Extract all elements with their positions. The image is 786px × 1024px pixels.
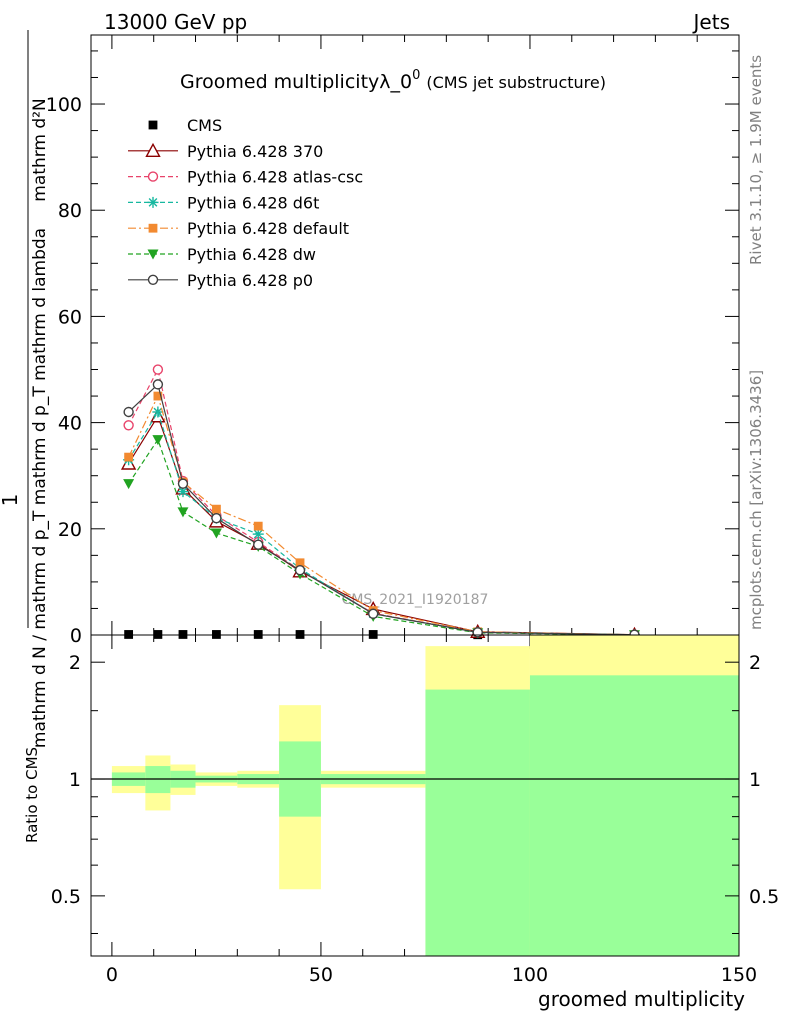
data-point [252, 528, 264, 540]
data-point-stroke [178, 487, 188, 497]
y-tick-label: 80 [58, 200, 82, 222]
data-point [368, 630, 378, 639]
data-point [211, 512, 222, 524]
legend-label: Pythia 6.428 dw [187, 245, 316, 264]
ratio-y-tick-label-right: 2 [749, 652, 761, 674]
legend-label: Pythia 6.428 370 [187, 142, 323, 161]
legend-marker [145, 142, 161, 158]
y-tick-label: 60 [58, 306, 82, 328]
y-axis-label-denominator: mathrm d N / mathrm d p_T mathrm d p_T m… [30, 228, 50, 748]
ratio-y-tick-label-right: 1 [749, 769, 761, 791]
legend-marker [147, 196, 159, 208]
x-tick-label: 50 [309, 964, 333, 986]
data-point [153, 630, 163, 639]
ratio-y-axis-label: Ratio to CMS [23, 747, 41, 843]
legend-label: CMS [187, 116, 222, 135]
mcplots-label: mcplots.cern.ch [arXiv:1306.3436] [747, 370, 765, 630]
data-point [123, 420, 134, 431]
legend-label: Pythia 6.428 d6t [187, 193, 319, 212]
inner-band [425, 689, 530, 956]
rivet-version-label: Rivet 3.1.10, ≥ 1.9M events [747, 55, 765, 265]
ratio-y-tick-label: 1 [69, 769, 81, 791]
ratio-y-tick-label: 2 [69, 652, 81, 674]
y-axis-label: 1 mathrm d N / mathrm d p_T mathrm d p_T … [0, 30, 50, 748]
x-tick-label: 150 [721, 964, 757, 986]
inner-band [529, 675, 739, 956]
y-axis-label-prefix: 1 [0, 494, 22, 507]
watermark-label: CMS_2021_I1920187 [342, 592, 489, 608]
chart-title-text: Groomed multiplicityλ_0 [180, 71, 412, 93]
data-point [253, 521, 263, 531]
chart-title: Groomed multiplicityλ_00 (CMS jet substru… [180, 68, 606, 93]
y-axis-label-numerator: mathrm d²N [30, 98, 50, 201]
chart-title-sup: 0 [412, 68, 420, 83]
header-category-label: Jets [692, 10, 730, 34]
legend-marker [148, 223, 158, 233]
data-point [295, 630, 305, 639]
legend-label: Pythia 6.428 default [187, 219, 349, 238]
data-point [210, 528, 222, 539]
legend-marker [147, 274, 159, 285]
ratio-frame [90, 634, 740, 957]
data-point [367, 608, 379, 619]
data-point [152, 435, 164, 446]
legend-marker [147, 171, 159, 182]
legend-label: Pythia 6.428 p0 [187, 271, 313, 290]
data-point [177, 507, 189, 518]
ratio-y-tick-label: 0.5 [51, 886, 81, 908]
data-point [152, 364, 164, 375]
header-energy-label: 13000 GeV pp [104, 10, 247, 34]
x-axis-label: groomed multiplicity [538, 987, 745, 1011]
y-tick-label: 0 [70, 625, 82, 647]
data-point [295, 558, 305, 568]
legend-label: Pythia 6.428 atlas-csc [187, 168, 363, 187]
data-point [152, 406, 164, 418]
data-point-stroke [153, 407, 163, 417]
x-tick-label: 0 [106, 964, 118, 986]
data-point [153, 391, 163, 401]
data-point [123, 406, 134, 418]
legend-marker-stroke [148, 198, 158, 207]
data-point [178, 630, 188, 639]
data-point [253, 539, 264, 550]
ratio-y-tick-label-right: 0.5 [749, 886, 779, 908]
data-point [294, 565, 306, 576]
y-tick-label: 100 [46, 94, 82, 116]
y-tick-label: 40 [58, 413, 82, 435]
data-point [124, 452, 134, 462]
series-5 [123, 435, 640, 641]
data-point [123, 479, 135, 490]
data-point [124, 630, 134, 639]
data-point [212, 630, 221, 639]
data-point [152, 379, 164, 390]
data-point [177, 478, 189, 489]
data-point [212, 504, 221, 514]
data-point [253, 630, 263, 639]
data-point-stroke [253, 529, 263, 539]
legend-marker [148, 120, 158, 130]
chart-subtitle: (CMS jet substructure) [426, 73, 606, 92]
y-tick-label: 20 [58, 519, 82, 541]
x-tick-label: 100 [512, 964, 548, 986]
legend-marker [147, 249, 159, 260]
